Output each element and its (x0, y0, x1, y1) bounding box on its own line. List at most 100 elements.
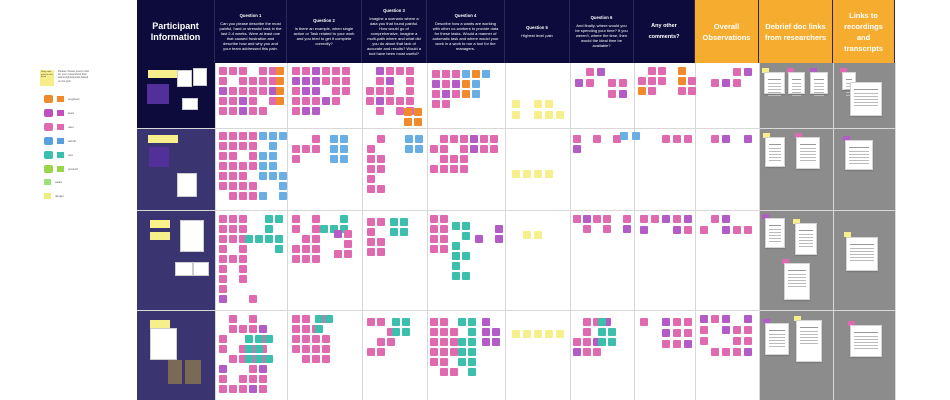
sticky-note[interactable] (279, 192, 287, 200)
participant-doc[interactable] (177, 173, 197, 197)
sticky-note[interactable] (432, 90, 440, 98)
sticky-note[interactable] (275, 235, 283, 243)
sticky-note[interactable] (430, 348, 438, 356)
sticky-note[interactable] (586, 68, 594, 76)
sticky-note[interactable] (583, 338, 591, 346)
sticky-note[interactable] (342, 67, 350, 75)
sticky-note[interactable] (608, 79, 616, 87)
sticky-note[interactable] (460, 135, 468, 143)
sticky-note[interactable] (593, 215, 601, 223)
header-question-1[interactable]: Question 1 Can you please describe the mo… (215, 0, 287, 63)
sticky-note[interactable] (229, 132, 237, 140)
sticky-note[interactable] (534, 231, 542, 239)
sticky-note[interactable] (512, 330, 520, 338)
participant-sticky[interactable] (148, 70, 158, 78)
sticky-note[interactable] (440, 155, 448, 163)
sticky-note[interactable] (593, 318, 601, 326)
sticky-note[interactable] (229, 67, 237, 75)
sticky-note[interactable] (405, 135, 413, 143)
sticky-note[interactable] (452, 242, 460, 250)
sticky-note[interactable] (662, 329, 670, 337)
sticky-note[interactable] (292, 77, 300, 85)
sticky-note[interactable] (269, 97, 277, 105)
sticky-note[interactable] (733, 226, 741, 234)
sticky-note[interactable] (367, 155, 375, 163)
sticky-note[interactable] (269, 152, 277, 160)
sticky-note[interactable] (475, 235, 483, 243)
sticky-note[interactable] (302, 67, 310, 75)
sticky-note[interactable] (330, 225, 338, 233)
sticky-note[interactable] (619, 90, 627, 98)
participant-doc[interactable] (150, 328, 177, 360)
sticky-note[interactable] (279, 132, 287, 140)
sticky-note[interactable] (249, 355, 257, 363)
sticky-note[interactable] (700, 226, 708, 234)
sticky-note[interactable] (292, 315, 300, 323)
doc-tag-sticky[interactable] (762, 68, 769, 73)
sticky-note[interactable] (440, 145, 448, 153)
sticky-note[interactable] (219, 375, 227, 383)
sticky-note[interactable] (386, 87, 394, 95)
sticky-note[interactable] (302, 145, 310, 153)
sticky-note[interactable] (249, 152, 257, 160)
sticky-note[interactable] (330, 155, 338, 163)
participant-card-1[interactable] (147, 84, 169, 104)
sticky-note[interactable] (593, 338, 601, 346)
sticky-note[interactable] (452, 262, 460, 270)
sticky-note[interactable] (406, 97, 414, 105)
sticky-note[interactable] (442, 70, 450, 78)
sticky-note[interactable] (259, 355, 267, 363)
header-question-4[interactable]: Question 4 Describe how a wants are worki… (427, 0, 505, 63)
sticky-note[interactable] (302, 245, 310, 253)
sticky-note[interactable] (415, 145, 423, 153)
sticky-note[interactable] (245, 355, 253, 363)
participant-sticky[interactable] (158, 70, 168, 78)
sticky-note[interactable] (367, 318, 375, 326)
sticky-note[interactable] (269, 142, 277, 150)
sticky-note[interactable] (219, 365, 227, 373)
sticky-note[interactable] (495, 235, 503, 243)
participant-photo[interactable] (185, 360, 201, 384)
sticky-note[interactable] (744, 68, 752, 76)
sticky-note[interactable] (249, 142, 257, 150)
debrief-doc[interactable] (764, 72, 785, 94)
sticky-note[interactable] (312, 245, 320, 253)
participant-doc[interactable] (193, 262, 209, 276)
sticky-note[interactable] (239, 215, 247, 223)
sticky-note[interactable] (490, 135, 498, 143)
sticky-note[interactable] (239, 245, 247, 253)
sticky-note[interactable] (658, 77, 666, 85)
participant-doc[interactable] (177, 70, 192, 87)
sticky-note[interactable] (219, 295, 227, 303)
sticky-note[interactable] (492, 338, 500, 346)
sticky-note[interactable] (302, 107, 310, 115)
sticky-note[interactable] (452, 252, 460, 260)
sticky-note[interactable] (312, 335, 320, 343)
sticky-note[interactable] (259, 152, 267, 160)
sticky-note[interactable] (640, 226, 648, 234)
sticky-note[interactable] (249, 182, 257, 190)
sticky-note[interactable] (534, 111, 542, 119)
sticky-note[interactable] (608, 338, 616, 346)
sticky-note[interactable] (460, 155, 468, 163)
sticky-note[interactable] (744, 326, 752, 334)
participant-sticky[interactable] (150, 232, 160, 240)
sticky-note[interactable] (482, 318, 490, 326)
sticky-note[interactable] (468, 318, 476, 326)
sticky-note[interactable] (229, 142, 237, 150)
sticky-note[interactable] (405, 145, 413, 153)
sticky-note[interactable] (229, 152, 237, 160)
participant-sticky[interactable] (150, 220, 160, 228)
sticky-note[interactable] (312, 255, 320, 263)
sticky-note[interactable] (545, 100, 553, 108)
sticky-note[interactable] (495, 225, 503, 233)
sticky-note[interactable] (322, 355, 330, 363)
sticky-note[interactable] (700, 315, 708, 323)
sticky-note[interactable] (269, 77, 277, 85)
legend-swatch[interactable] (44, 151, 53, 159)
sticky-note[interactable] (450, 368, 458, 376)
sticky-note[interactable] (249, 87, 257, 95)
participant-sticky[interactable] (160, 320, 170, 328)
sticky-note[interactable] (219, 97, 227, 105)
doc-tag-sticky[interactable] (793, 219, 800, 224)
